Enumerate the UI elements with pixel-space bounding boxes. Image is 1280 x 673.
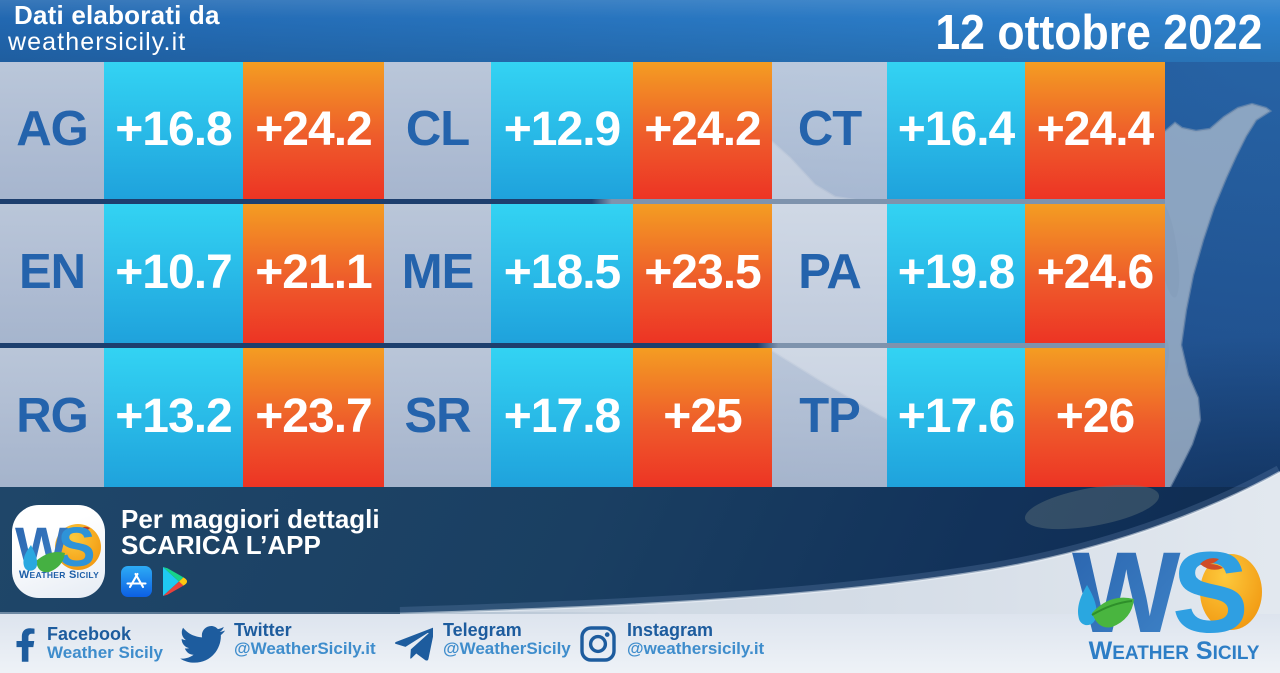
svg-text:WEATHER SICILY: WEATHER SICILY [19,569,99,581]
svg-text:S: S [58,515,95,578]
svg-text:S: S [1172,535,1249,657]
